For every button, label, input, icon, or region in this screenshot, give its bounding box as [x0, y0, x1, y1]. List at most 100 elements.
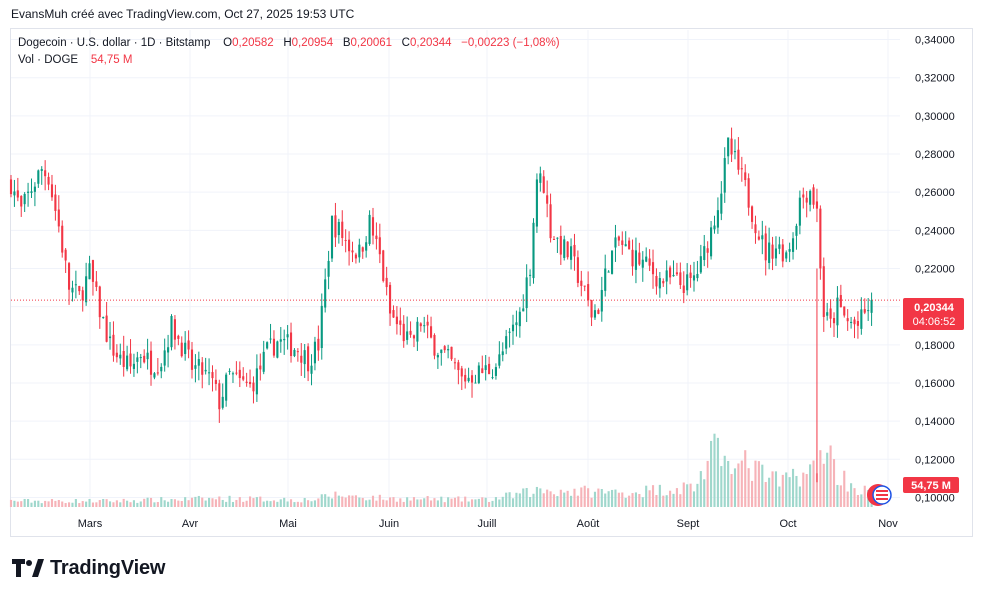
volume-value: 54,75 M — [90, 54, 133, 66]
volume-bar — [552, 494, 556, 507]
volume-bar — [289, 499, 293, 507]
volume-label[interactable]: Vol · DOGE — [18, 54, 79, 66]
candle — [624, 231, 627, 247]
volume-row: Vol · DOGE 54,75 M — [18, 52, 560, 69]
volume-bar — [600, 489, 603, 507]
candle — [542, 170, 545, 194]
volume-bar — [494, 497, 497, 507]
volume-bar — [559, 489, 562, 507]
volume-bar — [747, 468, 750, 507]
volume-bar — [815, 473, 819, 507]
candle — [180, 336, 183, 358]
candle — [610, 250, 614, 275]
candle — [532, 218, 535, 284]
candle — [689, 264, 692, 288]
candle — [716, 197, 719, 234]
candle — [283, 329, 286, 355]
time-axis[interactable]: Mars Avr Mai Juin Juill Août Sept Oct Nov — [78, 518, 899, 530]
candle — [293, 348, 296, 358]
candle — [235, 361, 238, 376]
candle — [47, 172, 50, 191]
candle — [27, 182, 30, 207]
candle — [98, 285, 101, 329]
candle — [498, 341, 501, 369]
y-tick-label: 0,30000 — [915, 111, 955, 123]
candle — [552, 236, 556, 241]
candle — [160, 363, 163, 379]
volume-bar — [737, 463, 740, 507]
volume-bar — [508, 492, 511, 507]
candle — [505, 329, 508, 355]
candle — [129, 339, 132, 374]
volume-bar — [85, 501, 88, 507]
volume-bar — [354, 495, 357, 507]
volume-bar — [146, 497, 149, 507]
volume-bar — [788, 477, 791, 507]
volume-bar — [296, 501, 299, 507]
volume-bar — [310, 501, 313, 507]
candle — [139, 353, 142, 369]
candle — [204, 357, 207, 375]
volume-bar — [208, 497, 211, 507]
candle — [341, 210, 344, 246]
candle — [856, 311, 859, 339]
candle — [850, 316, 853, 329]
volume-bar — [665, 495, 668, 507]
volume-bar — [716, 437, 719, 507]
volume-bar — [819, 450, 822, 507]
volume-bar — [628, 495, 631, 507]
volume-bar — [276, 501, 279, 507]
tradingview-logo[interactable]: TradingView — [12, 556, 165, 580]
candle — [484, 355, 487, 381]
volume-bar — [662, 495, 665, 507]
candle — [788, 242, 791, 263]
candle — [699, 244, 702, 274]
volume-bar — [846, 491, 849, 507]
volume-bar — [651, 485, 655, 507]
candle — [95, 271, 98, 292]
candle — [682, 271, 685, 304]
y-tick-label: 0,10000 — [915, 492, 955, 504]
volume-bar — [696, 483, 699, 507]
candle — [757, 230, 760, 241]
candle — [477, 362, 480, 385]
candle — [474, 374, 477, 384]
candle — [423, 316, 426, 333]
candle — [50, 174, 54, 201]
candle — [416, 317, 419, 351]
volume-bar — [201, 497, 204, 507]
volume-bar — [108, 501, 112, 507]
symbol-name[interactable]: Dogecoin · U.S. dollar · 1D · Bitstamp — [18, 37, 211, 49]
volume-bar — [136, 502, 139, 507]
ohlc-row: Dogecoin · U.S. dollar · 1D · Bitstamp O… — [18, 35, 560, 52]
candle — [245, 372, 248, 387]
candle — [641, 251, 644, 282]
candle — [231, 371, 235, 383]
volume-bar — [812, 460, 815, 507]
volume-bar — [177, 500, 180, 507]
x-tick-label: Juin — [379, 518, 399, 530]
candle — [409, 321, 412, 338]
candle — [259, 353, 262, 381]
candle — [566, 241, 569, 260]
candle — [221, 383, 224, 410]
volume-bar — [744, 450, 747, 507]
high-value: 0,20954 — [291, 37, 334, 49]
candle — [433, 333, 436, 360]
candle — [44, 160, 47, 191]
volume-bar — [730, 474, 733, 507]
tv-logo-icon — [12, 559, 44, 577]
candle — [457, 359, 460, 385]
candle — [815, 188, 819, 223]
candle — [378, 223, 381, 264]
volume-bar — [248, 496, 252, 507]
candle — [696, 260, 699, 282]
low-label: B — [342, 37, 351, 49]
flag-icon[interactable] — [867, 484, 892, 506]
price-axis[interactable]: 0,100000,120000,140000,160000,180000,200… — [915, 35, 955, 505]
x-tick-label: Nov — [878, 518, 898, 530]
volume-bar — [382, 499, 385, 507]
candle — [860, 297, 863, 335]
volume-bar — [689, 483, 692, 507]
